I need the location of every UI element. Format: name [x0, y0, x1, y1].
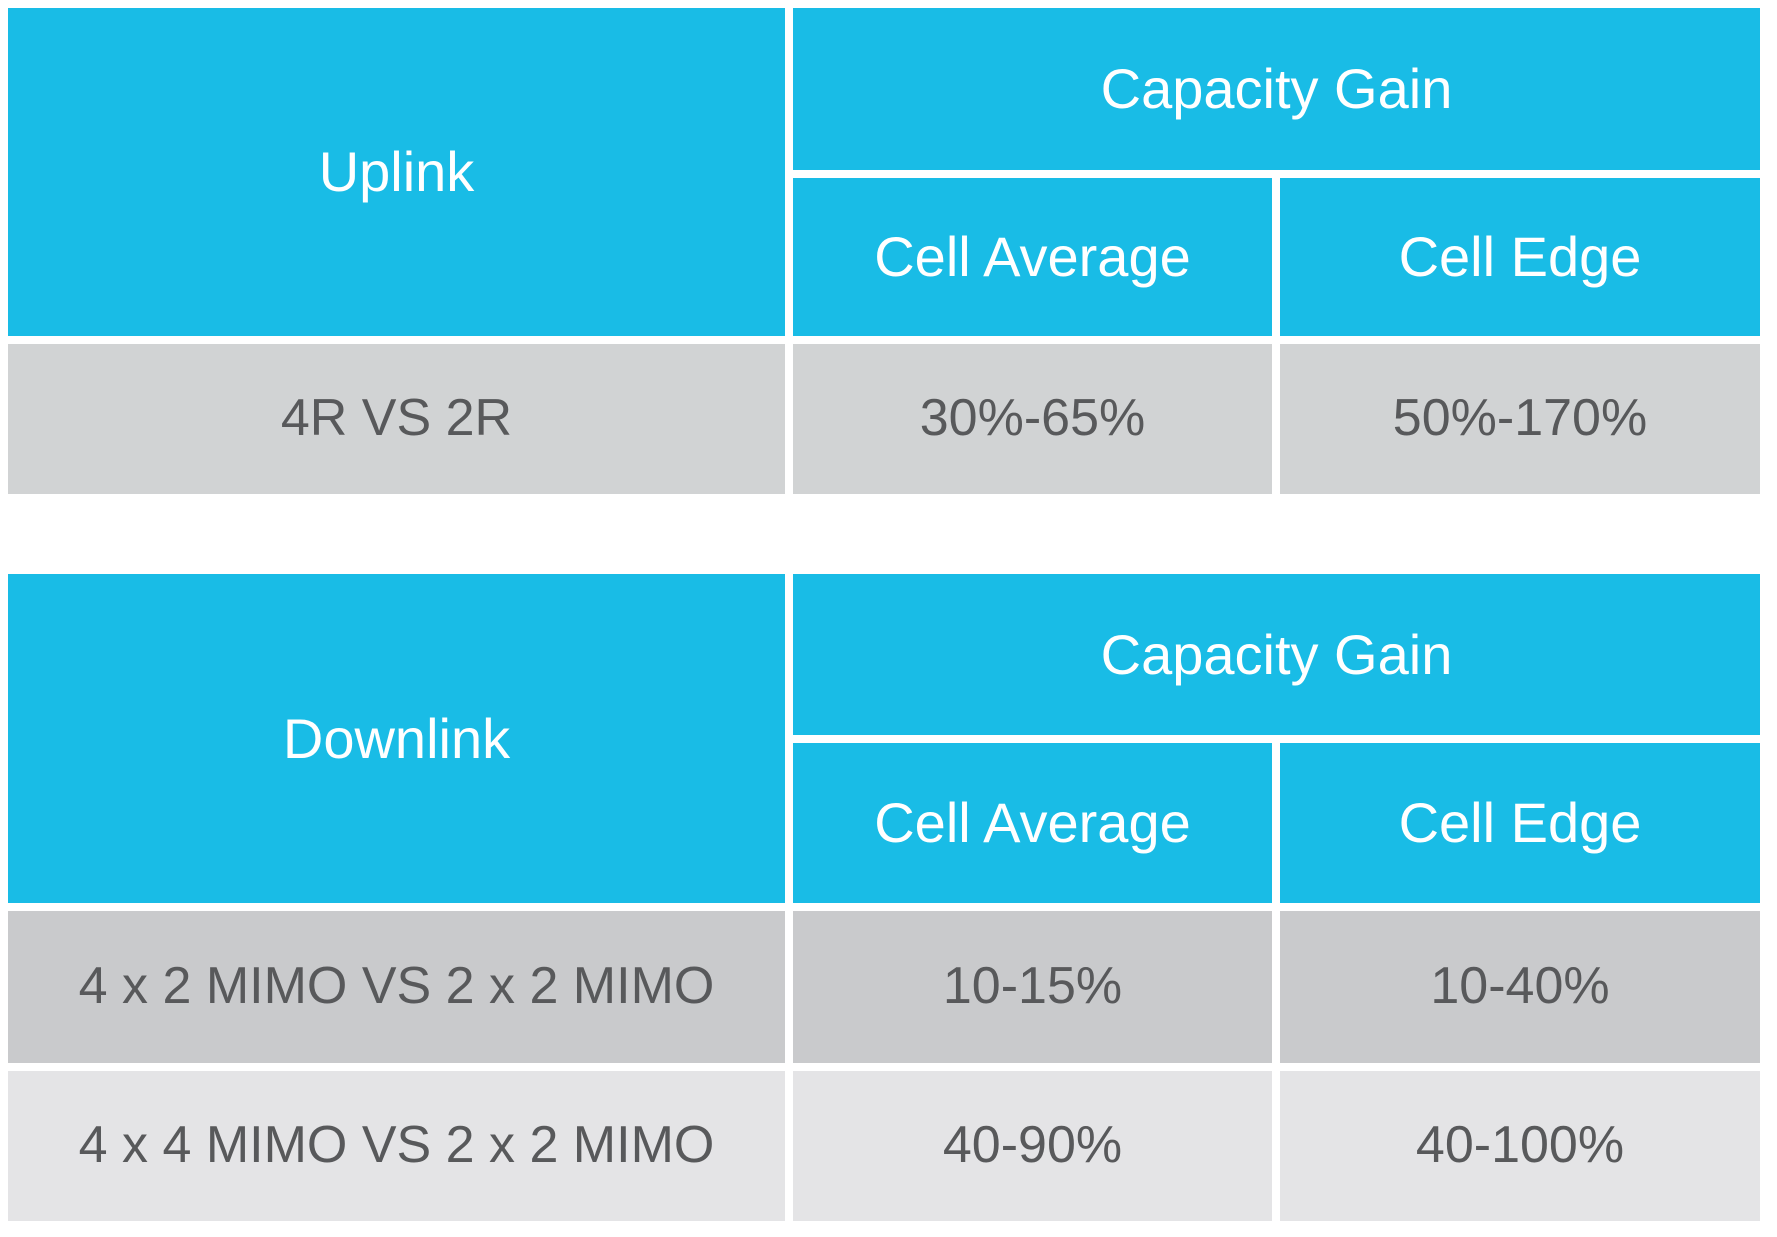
- downlink-row1-cell-edge-value: 10-40%: [1280, 911, 1760, 1063]
- uplink-row-cell-edge-value: 50%-170%: [1280, 344, 1760, 494]
- downlink-capacity-gain-header: Capacity Gain: [793, 574, 1760, 735]
- uplink-cell-edge-header: Cell Edge: [1280, 178, 1760, 336]
- downlink-header-cell: Downlink: [8, 574, 785, 903]
- uplink-row-label: 4R VS 2R: [8, 344, 785, 494]
- downlink-row2-cell-edge-value: 40-100%: [1280, 1071, 1760, 1221]
- downlink-cell-average-header: Cell Average: [793, 743, 1272, 903]
- downlink-row1-cell-average-value: 10-15%: [793, 911, 1272, 1063]
- uplink-header-cell: Uplink: [8, 8, 785, 336]
- downlink-row1-label: 4 x 2 MIMO VS 2 x 2 MIMO: [8, 911, 785, 1063]
- uplink-capacity-gain-header: Capacity Gain: [793, 8, 1760, 170]
- downlink-row2-label: 4 x 4 MIMO VS 2 x 2 MIMO: [8, 1071, 785, 1221]
- uplink-table: Uplink Capacity Gain Cell Average Cell E…: [8, 8, 1760, 494]
- downlink-cell-edge-header: Cell Edge: [1280, 743, 1760, 903]
- downlink-table: Downlink Capacity Gain Cell Average Cell…: [8, 574, 1760, 1221]
- downlink-row2-cell-average-value: 40-90%: [793, 1071, 1272, 1221]
- uplink-cell-average-header: Cell Average: [793, 178, 1272, 336]
- uplink-row-cell-average-value: 30%-65%: [793, 344, 1272, 494]
